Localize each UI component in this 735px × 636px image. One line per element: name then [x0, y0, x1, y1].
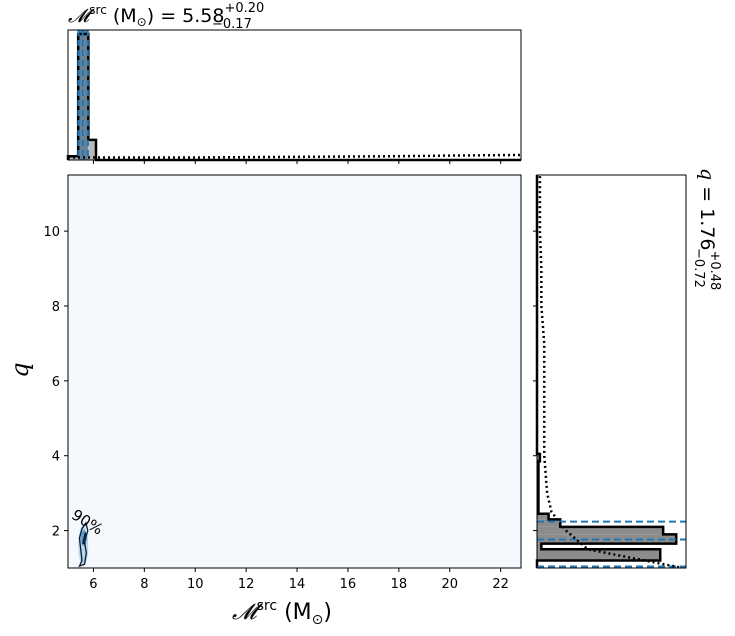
- title-unit-sub: ⊙: [137, 15, 147, 29]
- right-marginal-panel: [533, 174, 687, 569]
- right-prior-curve: [538, 175, 680, 569]
- right-panel-title: q = 1.76+0.48−0.72: [691, 168, 722, 290]
- right-hist-outline: [535, 175, 678, 568]
- top-panel-frame: [67, 29, 522, 161]
- right-hist-bar-6: [537, 513, 549, 520]
- y-tick-label-2: 6: [52, 375, 60, 390]
- right-title-value: = 1.76: [696, 180, 718, 250]
- title-minus: −0.17: [212, 17, 252, 32]
- title-unit-suffix: ): [147, 5, 154, 27]
- xlabel-unit-sub: ⊙: [312, 612, 324, 628]
- x-tick-label-8: 22: [492, 577, 509, 592]
- top-prior-curve: [68, 153, 522, 159]
- top-hist-bar-2: [88, 139, 96, 160]
- y-axis-label: q: [6, 362, 34, 377]
- x-tick-label-2: 10: [187, 577, 204, 592]
- right-hist-bar-1: [537, 549, 661, 561]
- title-sup: src: [89, 3, 107, 17]
- contour-90-line: [78, 521, 89, 568]
- x-tick-label-1: 8: [140, 577, 148, 592]
- right-panel-background: [537, 175, 686, 568]
- right-title-plus: +0.48: [707, 250, 722, 290]
- title-unit-prefix: (M: [107, 5, 137, 27]
- right-hist-bar-2: [537, 543, 542, 550]
- joint-panel-frame: [67, 174, 522, 569]
- y-tick-label-1: 4: [52, 450, 60, 465]
- title-symbol: 𝓜: [68, 5, 95, 27]
- right-hist-bar-4: [537, 526, 664, 535]
- top-hist-bar-1: [78, 34, 89, 160]
- x-tick-label-6: 18: [391, 577, 408, 592]
- title-plus: +0.20: [224, 1, 264, 16]
- x-tick-label-4: 14: [289, 577, 306, 592]
- y-tick-label-3: 8: [52, 300, 60, 315]
- right-hist-bar-8: [537, 453, 540, 462]
- x-axis-label: 𝓜src (M⊙): [232, 598, 332, 628]
- right-title-symbol: q: [696, 168, 718, 180]
- xlabel-unit-suffix: ): [323, 600, 332, 625]
- right-panel-frame: [536, 174, 687, 569]
- x-tick-label-5: 16: [340, 577, 357, 592]
- x-tick-label-0: 6: [89, 577, 97, 592]
- x-tick-label-3: 12: [238, 577, 255, 592]
- top-marginal-panel: [66, 29, 522, 164]
- top-panel-background: [68, 30, 521, 160]
- joint-density-background: [68, 175, 521, 568]
- y-tick-label-4: 10: [43, 225, 60, 240]
- title-value: = 5.58: [154, 5, 224, 27]
- x-tick-label-7: 20: [441, 577, 458, 592]
- right-hist-bar-5: [537, 519, 561, 527]
- xlabel-unit-prefix: (M: [277, 600, 312, 625]
- top-panel-title: 𝓜src (M⊙) = 5.58+0.20 −0.17: [68, 1, 264, 32]
- xlabel-sup: src: [257, 598, 277, 614]
- contour-inner-line: [82, 532, 87, 545]
- y-tick-label-0: 2: [52, 525, 60, 540]
- right-title-minus: −0.72: [691, 248, 706, 288]
